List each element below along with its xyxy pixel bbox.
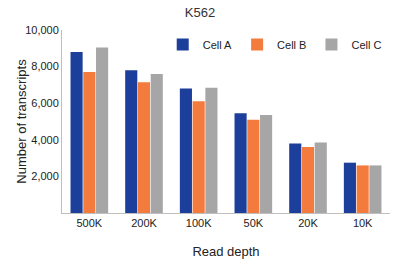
- svg-text:Cell B: Cell B: [277, 39, 306, 51]
- svg-text:2,000: 2,000: [31, 170, 59, 182]
- svg-text:10,000: 10,000: [25, 24, 59, 36]
- svg-text:200K: 200K: [131, 217, 157, 229]
- svg-text:100K: 100K: [186, 217, 212, 229]
- svg-text:Cell C: Cell C: [351, 39, 381, 51]
- svg-text:Read depth: Read depth: [192, 244, 259, 259]
- svg-text:4,000: 4,000: [31, 134, 59, 146]
- svg-text:50K: 50K: [244, 217, 264, 229]
- svg-text:Number of transcripts: Number of transcripts: [14, 59, 29, 184]
- svg-text:500K: 500K: [76, 217, 102, 229]
- svg-text:6,000: 6,000: [31, 97, 59, 109]
- svg-text:20K: 20K: [298, 217, 318, 229]
- svg-text:Cell A: Cell A: [203, 39, 232, 51]
- svg-text:8,000: 8,000: [31, 60, 59, 72]
- svg-text:10K: 10K: [353, 217, 373, 229]
- svg-text:K562: K562: [185, 5, 215, 20]
